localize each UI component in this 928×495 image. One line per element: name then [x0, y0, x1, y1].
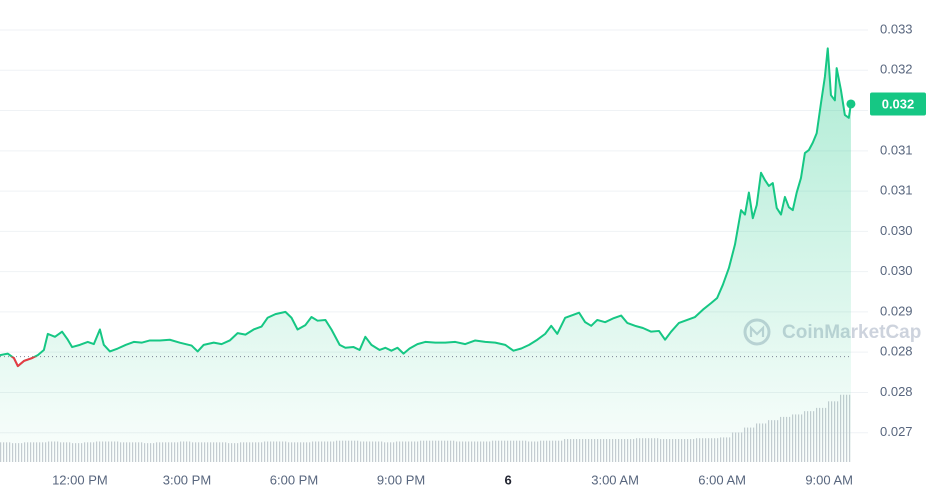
y-tick-label: 0.031 — [880, 183, 913, 198]
price-label: 0.032 — [882, 96, 915, 111]
x-tick-label: 6:00 PM — [270, 472, 318, 487]
y-tick-label: 0.028 — [880, 344, 913, 359]
y-tick-label: 0.028 — [880, 384, 913, 399]
x-tick-label: 9:00 PM — [377, 472, 425, 487]
y-tick-label: 0.032 — [880, 62, 913, 77]
x-tick-label: 3:00 AM — [591, 472, 639, 487]
y-tick-label: 0.030 — [880, 263, 913, 278]
price-label-box — [870, 92, 926, 116]
price-line — [0, 47, 852, 368]
x-tick-label: 3:00 PM — [163, 472, 211, 487]
y-tick-label: 0.033 — [880, 21, 913, 36]
x-tick-label: 12:00 PM — [52, 472, 108, 487]
y-tick-label: 0.030 — [880, 223, 913, 238]
x-tick-label: 6 — [504, 472, 511, 487]
y-tick-label: 0.031 — [880, 142, 913, 157]
y-tick-label: 0.027 — [880, 424, 913, 439]
y-tick-label: 0.029 — [880, 303, 913, 318]
price-area — [0, 48, 851, 462]
x-tick-label: 9:00 AM — [805, 472, 853, 487]
last-point — [846, 99, 856, 109]
x-tick-label: 6:00 AM — [698, 472, 746, 487]
